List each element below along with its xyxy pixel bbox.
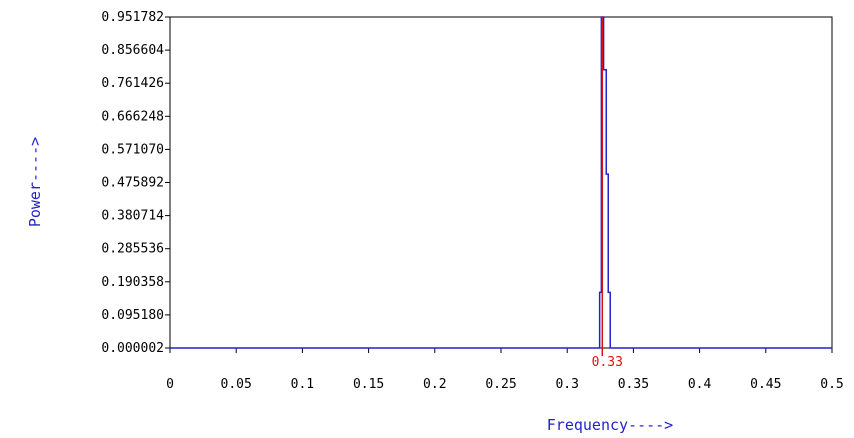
y-tick-label: 0.666248 [101,109,164,124]
y-tick-label: 0.951782 [101,10,164,25]
y-axis-ticks: 0.000002 0.095180 0.190358 0.285536 0.380714… [101,10,170,356]
y-tick-label: 0.095180 [101,308,164,323]
peak-frequency-label: 0.33 [592,355,623,370]
spectrum-line [170,16,832,349]
y-tick-label: 0.190358 [101,275,164,290]
x-tick-label: 0.4 [688,377,712,392]
x-axis-title: Frequency----> [547,416,673,434]
series-layer [170,16,832,349]
plot-frame [169,16,833,349]
x-tick-label: 0.1 [291,377,314,392]
x-tick-label: 0.25 [485,377,516,392]
y-tick-label: 0.571070 [101,142,164,157]
y-axis-title: Power----> [26,137,44,227]
y-tick-label: 0.761426 [101,76,164,91]
y-tick-label: 0.000002 [101,341,164,356]
x-tick-label: 0.05 [221,377,252,392]
x-axis-ticks: 0 0.05 0.1 0.15 0.2 0.25 0.3 0.35 0.4 0.45 0.5 [166,348,844,392]
x-tick-label: 0.45 [750,377,781,392]
y-tick-label: 0.285536 [101,242,164,257]
x-tick-label: 0.15 [353,377,384,392]
x-tick-label: 0.3 [555,377,578,392]
x-tick-label: 0 [166,377,174,392]
annotation-layer: 0.33 [592,17,623,370]
y-tick-label: 0.475892 [101,176,164,191]
y-tick-label: 0.380714 [101,209,164,224]
x-tick-label: 0.35 [618,377,649,392]
x-tick-label: 0.5 [820,377,843,392]
y-tick-label: 0.856604 [101,43,164,58]
x-tick-label: 0.2 [423,377,446,392]
